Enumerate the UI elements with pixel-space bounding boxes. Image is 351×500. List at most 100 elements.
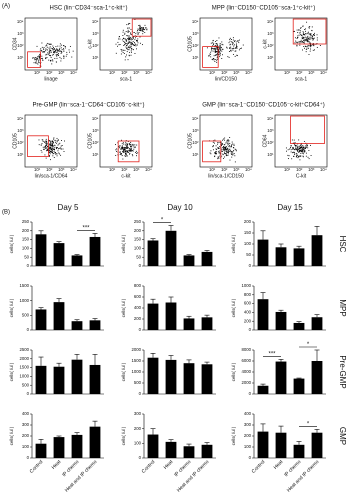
density-dot — [123, 147, 124, 149]
density-dot — [308, 149, 310, 151]
density-dot — [313, 37, 315, 39]
density-dot — [131, 47, 133, 49]
density-dot — [52, 146, 54, 147]
y-axis-label: cells( /ul ) — [231, 426, 236, 445]
density-dot — [56, 51, 58, 53]
density-dot — [48, 47, 50, 49]
density-dot — [60, 50, 62, 52]
y-tick-label: 500 — [22, 382, 30, 387]
significance-label: * — [307, 342, 310, 348]
column-title: Day 10 — [167, 203, 193, 212]
density-dot — [307, 40, 308, 42]
density-dot — [236, 54, 238, 56]
density-dot — [228, 56, 230, 58]
density-dot — [236, 55, 238, 57]
density-dot — [128, 31, 130, 32]
density-dot — [303, 37, 304, 39]
density-dot — [304, 147, 306, 148]
density-dot — [139, 24, 141, 26]
density-dot — [130, 41, 132, 43]
density-dot — [120, 53, 122, 55]
y-tick-label: 0 — [249, 327, 252, 332]
density-dot — [63, 150, 65, 152]
density-dot — [60, 60, 62, 62]
density-dot — [123, 150, 125, 152]
density-dot — [53, 156, 55, 158]
density-dot — [141, 30, 143, 32]
density-dot — [304, 47, 305, 49]
density-dot — [139, 42, 141, 44]
density-dot — [303, 151, 305, 153]
density-dot — [38, 139, 40, 141]
density-dot — [130, 148, 132, 150]
density-dot — [296, 38, 298, 39]
density-dot — [69, 51, 70, 53]
density-dot — [224, 139, 225, 141]
density-dot — [50, 159, 51, 161]
density-dot — [285, 147, 287, 149]
y-axis-label: cells( /ul ) — [231, 298, 236, 317]
bar — [147, 303, 159, 330]
density-dot — [215, 43, 217, 45]
density-dot — [45, 138, 47, 140]
density-dot — [52, 144, 54, 146]
density-dot — [307, 46, 309, 48]
density-dot — [292, 147, 294, 149]
density-dot — [135, 150, 137, 152]
density-dot — [52, 147, 54, 149]
density-dot — [213, 55, 215, 57]
x-tick-label: Heat — [273, 459, 285, 471]
y-tick-label: 400 — [244, 310, 252, 315]
bar — [89, 236, 101, 266]
density-dot — [298, 151, 300, 153]
density-dot — [294, 142, 296, 143]
y-axis-label: cells( /ul ) — [9, 426, 14, 445]
density-dot — [52, 59, 54, 61]
y-tick-label: 0 — [27, 327, 30, 332]
density-dot — [221, 148, 223, 150]
y-axis-label: c-kit — [262, 39, 268, 49]
x-tick-label: 10³ — [58, 167, 65, 172]
density-dot — [132, 143, 134, 145]
density-dot — [287, 158, 289, 160]
density-dot — [222, 54, 223, 56]
density-dot — [46, 150, 48, 152]
density-dot — [215, 148, 217, 150]
density-dot — [137, 28, 139, 30]
density-dot — [287, 149, 289, 151]
density-dot — [314, 49, 315, 51]
density-dot — [128, 35, 130, 37]
y-tick-label: 10² — [192, 43, 199, 48]
bar — [293, 322, 305, 330]
density-dot — [312, 39, 314, 41]
y-tick-label: 200 — [134, 316, 142, 321]
y-tick-label: 10⁴ — [267, 19, 274, 24]
bar — [89, 364, 101, 394]
density-dot — [50, 144, 52, 146]
density-dot — [295, 40, 297, 42]
density-dot — [309, 42, 311, 44]
density-dot — [299, 146, 301, 148]
density-dot — [57, 53, 59, 55]
density-dot — [115, 154, 117, 156]
density-dot — [48, 44, 50, 45]
density-dot — [294, 153, 296, 155]
y-tick-label: 1000 — [131, 369, 141, 374]
density-dot — [302, 145, 304, 146]
density-dot — [304, 148, 306, 150]
density-dot — [49, 149, 50, 151]
density-dot — [229, 47, 231, 49]
density-dot — [301, 148, 303, 150]
density-dot — [49, 140, 51, 142]
density-dot — [301, 37, 303, 39]
density-dot — [52, 53, 54, 55]
density-dot — [42, 59, 43, 61]
density-dot — [50, 60, 52, 62]
density-dot — [216, 56, 218, 58]
density-dot — [129, 36, 131, 38]
density-dot — [51, 150, 53, 152]
density-dot — [306, 48, 308, 50]
density-dot — [300, 152, 302, 154]
density-dot — [56, 141, 58, 143]
density-dot — [126, 44, 127, 46]
